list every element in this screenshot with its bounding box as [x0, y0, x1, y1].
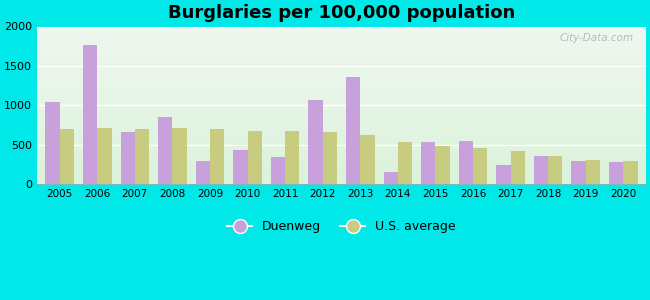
Bar [571, 161, 586, 184]
Bar [623, 160, 638, 184]
Bar [60, 129, 74, 184]
Bar [548, 156, 562, 184]
Bar [473, 148, 488, 184]
Bar [120, 132, 135, 184]
Bar [360, 135, 374, 184]
Bar [46, 102, 60, 184]
Bar [98, 128, 112, 184]
Bar [421, 142, 436, 184]
Legend: Duenweg, U.S. average: Duenweg, U.S. average [222, 215, 461, 238]
Bar [398, 142, 412, 184]
Bar [271, 158, 285, 184]
Bar [83, 45, 98, 184]
Bar [309, 100, 322, 184]
Bar [384, 172, 398, 184]
Bar [196, 160, 210, 184]
Bar [459, 141, 473, 184]
Bar [158, 117, 172, 184]
Bar [436, 146, 450, 184]
Bar [210, 129, 224, 184]
Bar [497, 165, 510, 184]
Bar [510, 151, 525, 184]
Title: Burglaries per 100,000 population: Burglaries per 100,000 population [168, 4, 515, 22]
Bar [586, 160, 600, 184]
Bar [285, 131, 300, 184]
Bar [609, 162, 623, 184]
Bar [322, 132, 337, 184]
Bar [346, 77, 360, 184]
Bar [233, 150, 248, 184]
Text: City-Data.com: City-Data.com [560, 33, 634, 43]
Bar [135, 129, 149, 184]
Bar [248, 131, 262, 184]
Bar [534, 156, 548, 184]
Bar [172, 128, 187, 184]
